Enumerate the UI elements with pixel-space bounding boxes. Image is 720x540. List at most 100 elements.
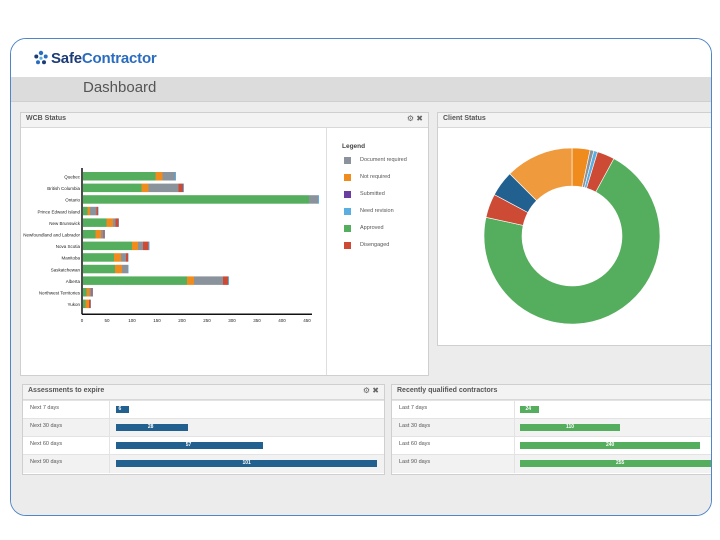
- bar-segment: [90, 299, 91, 309]
- bar-segment: [83, 276, 187, 285]
- bar-cell: 57: [109, 437, 385, 455]
- legend-label: Document required: [360, 157, 407, 163]
- row-label: Next 60 days: [30, 441, 63, 447]
- bar-segment: [122, 264, 128, 274]
- legend-label: Not required: [360, 174, 391, 180]
- table-row: Next 7 days 6: [23, 400, 384, 419]
- donut-slice: [509, 147, 573, 202]
- table-row: Last 90 days 255: [392, 454, 711, 473]
- table-row: Next 60 days 57: [23, 436, 384, 455]
- bar-cell: 110: [514, 419, 711, 437]
- progress-value: 101: [242, 460, 251, 466]
- bar-segment: [86, 288, 90, 297]
- close-icon[interactable]: ✖: [372, 386, 379, 395]
- progress-bar: 101: [116, 460, 377, 467]
- bar-segment: [104, 230, 105, 239]
- legend-item: Submitted: [344, 191, 385, 198]
- gear-icon[interactable]: ⚙: [406, 114, 415, 123]
- legend-label: Need revision: [360, 208, 394, 214]
- bar-segment: [175, 172, 176, 181]
- row-label: Next 30 days: [30, 423, 63, 429]
- x-tick-label: 0: [81, 318, 84, 323]
- logo-text-safe: Safe: [51, 49, 82, 67]
- legend-title: Legend: [342, 143, 366, 150]
- bar-segment: [83, 299, 86, 309]
- category-label: Alberta: [66, 279, 81, 284]
- bar-segment: [132, 241, 138, 251]
- bar-segment: [83, 264, 115, 274]
- legend-item: Document required: [344, 157, 407, 164]
- bar-segment: [141, 183, 149, 193]
- assessments-expire-header: Assessments to expire ⚙ ✖: [23, 385, 384, 400]
- bar-segment: [96, 206, 98, 216]
- table-row: Next 90 days 101: [23, 454, 384, 473]
- panel-title: Client Status: [443, 115, 486, 122]
- bar-segment: [87, 206, 90, 216]
- bar-cell: 6: [109, 401, 385, 419]
- table-row: Last 60 days 240: [392, 436, 711, 455]
- table-row: Last 30 days 110: [392, 418, 711, 437]
- progress-value: 240: [606, 442, 615, 448]
- close-icon[interactable]: ✖: [416, 114, 423, 123]
- bar-segment: [114, 253, 121, 262]
- legend-label: Approved: [360, 225, 384, 231]
- bar-segment: [121, 253, 126, 262]
- progress-bar: 24: [520, 406, 539, 413]
- bar-segment: [106, 218, 113, 227]
- logo-text-contractor: Contractor: [81, 49, 157, 67]
- top-bar: Safe Contractor: [11, 39, 711, 77]
- bar-segment: [115, 264, 122, 274]
- x-tick-label: 400: [278, 318, 286, 323]
- bar-segment: [194, 276, 223, 285]
- bar-segment: [187, 276, 194, 285]
- bar-segment: [128, 253, 129, 262]
- row-label: Last 90 days: [399, 459, 431, 465]
- progress-value: 24: [525, 406, 532, 412]
- progress-value: 255: [616, 460, 625, 466]
- gear-icon[interactable]: ⚙: [362, 386, 371, 395]
- bar-segment: [83, 183, 142, 193]
- x-tick-label: 300: [228, 318, 236, 323]
- x-tick-label: 350: [253, 318, 261, 323]
- category-label: Newfoundland and Labrador: [23, 233, 80, 238]
- bar-segment: [83, 241, 132, 251]
- row-label: Next 90 days: [30, 459, 63, 465]
- bar-segment: [162, 172, 175, 181]
- panel-tools: ⚙ ✖: [363, 386, 379, 395]
- legend-item: Need revision: [344, 208, 394, 215]
- safecontractor-logo[interactable]: Safe Contractor: [33, 47, 157, 69]
- bar-segment: [128, 264, 129, 274]
- legend-swatch: [344, 242, 351, 249]
- bar-segment: [228, 276, 229, 285]
- progress-value: 110: [566, 424, 575, 430]
- wcb-status-panel: WCB Status ⚙ ✖ Quebec British Columbia Ont…: [20, 112, 429, 376]
- category-label: New Brunswick: [49, 221, 81, 226]
- page-title: Dashboard: [83, 79, 157, 96]
- table-row: Last 7 days 24: [392, 400, 711, 419]
- bar-cell: 255: [514, 455, 711, 473]
- category-label: Yukon: [67, 302, 80, 307]
- bar-cell: 28: [109, 419, 385, 437]
- bar-segment: [101, 230, 104, 239]
- x-tick-label: 200: [178, 318, 186, 323]
- bar-segment: [309, 195, 318, 204]
- dashboard-content: WCB Status ⚙ ✖ Quebec British Columbia Ont…: [11, 102, 711, 515]
- recently-qualified-panel: Recently qualified contractors Last 7 da…: [391, 384, 711, 475]
- category-label: Northwest Territories: [39, 291, 81, 296]
- bar-segment: [103, 230, 105, 239]
- legend-swatch: [344, 225, 351, 232]
- page-header: Dashboard: [11, 77, 711, 102]
- row-label: Next 7 days: [30, 405, 60, 411]
- bar-segment: [91, 288, 93, 297]
- progress-value: 6: [118, 406, 122, 412]
- assessments-expire-panel: Assessments to expire ⚙ ✖ Next 7 days 6 Ne…: [22, 384, 385, 475]
- chart-legend: Legend Document required Not required Subm…: [342, 143, 422, 293]
- bar-segment: [85, 299, 89, 309]
- bar-segment: [92, 288, 93, 297]
- legend-swatch: [344, 191, 351, 198]
- donut-slice: [483, 158, 661, 325]
- bar-segment: [143, 241, 149, 251]
- x-tick-label: 100: [128, 318, 136, 323]
- bar-segment: [83, 253, 114, 262]
- x-tick-label: 50: [104, 318, 110, 323]
